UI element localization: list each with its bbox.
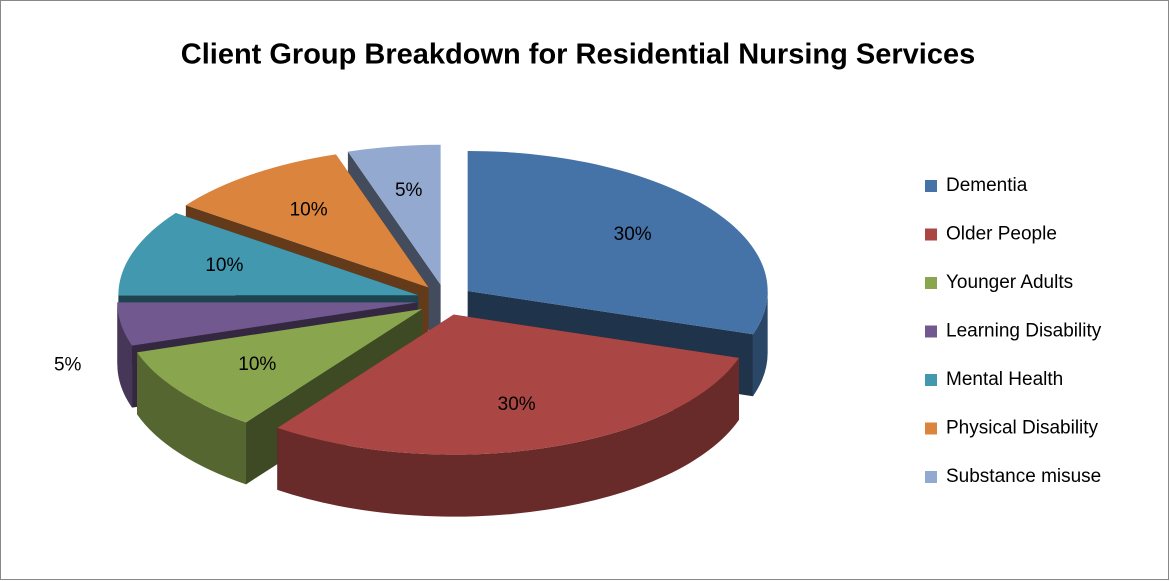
legend-label: Substance misuse	[946, 466, 1101, 487]
legend-swatch	[925, 277, 937, 289]
legend-swatch	[925, 471, 937, 483]
data-label: 10%	[290, 200, 328, 221]
data-label: 10%	[238, 354, 276, 375]
slice-wall	[277, 357, 739, 517]
data-label: 10%	[205, 255, 243, 276]
slice-wall	[117, 302, 133, 408]
data-label: 5%	[54, 354, 82, 375]
legend-swatch	[925, 180, 937, 192]
chart-title: Client Group Breakdown for Residential N…	[181, 39, 975, 71]
slice	[137, 309, 423, 423]
legend-swatch	[925, 228, 937, 241]
legend-label: Learning Disability	[946, 321, 1102, 342]
legend-label: Younger Adults	[946, 272, 1073, 293]
slice	[277, 314, 739, 455]
tops	[117, 144, 768, 455]
legend-label: Mental Health	[946, 369, 1063, 390]
slice	[118, 212, 419, 296]
slice-wall	[137, 352, 247, 485]
slice	[185, 154, 429, 288]
data-label: 5%	[395, 180, 423, 201]
slice	[347, 144, 441, 285]
data-label: 30%	[498, 394, 536, 415]
legend-swatch	[925, 374, 937, 386]
legend-label: Older People	[946, 224, 1057, 245]
legend-label: Dementia	[946, 175, 1028, 196]
legend-swatch	[925, 325, 937, 338]
slice-wall	[752, 290, 768, 397]
slice	[117, 302, 418, 346]
slice	[467, 150, 768, 335]
legend-label: Physical Disability	[946, 418, 1099, 439]
legend-swatch	[925, 422, 937, 435]
data-label: 30%	[614, 224, 652, 245]
